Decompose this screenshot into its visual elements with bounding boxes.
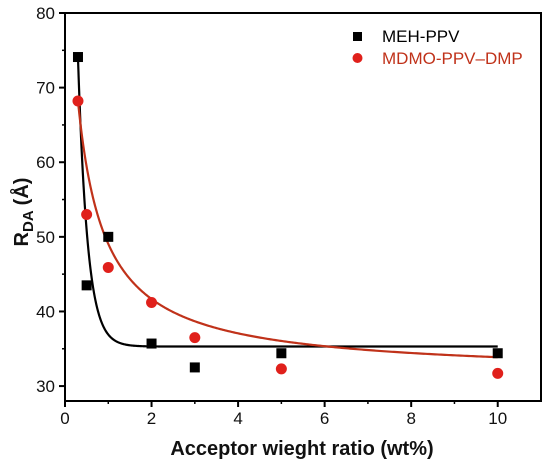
y-tick-label: 30 [36, 377, 55, 396]
data-point-meh-ppv [103, 231, 114, 242]
x-tick-label: 6 [320, 409, 329, 428]
data-point-mdmo-ppv-dmp [275, 363, 287, 375]
x-tick-label: 10 [488, 409, 507, 428]
y-tick-label: 50 [36, 228, 55, 247]
data-point-mdmo-ppv-dmp [81, 208, 93, 220]
data-point-meh-ppv [492, 348, 503, 359]
y-axis-title: RDA (Å) [9, 178, 37, 247]
data-point-mdmo-ppv-dmp [492, 367, 504, 379]
x-tick-label: 8 [406, 409, 415, 428]
y-axis-title-main: R [11, 231, 33, 246]
data-point-mdmo-ppv-dmp [72, 95, 84, 107]
fit-line-mdmo-ppv-dmp [76, 100, 498, 359]
legend-label-meh-ppv: MEH-PPV [382, 27, 460, 46]
legend-marker-meh-ppv [353, 32, 362, 41]
data-point-meh-ppv [146, 338, 157, 349]
data-point-meh-ppv [189, 362, 200, 373]
y-tick-label: 70 [36, 79, 55, 98]
y-tick-label: 60 [36, 153, 55, 172]
x-axis-title: Acceptor wieght ratio (wt%) [170, 438, 433, 460]
y-axis-title-unit: (Å) [9, 178, 33, 206]
plot-frame [64, 12, 542, 402]
y-tick-label: 80 [36, 4, 55, 23]
data-point-mdmo-ppv-dmp [102, 261, 114, 273]
data-point-meh-ppv [72, 52, 83, 63]
legend-label-mdmo-ppv-dmp: MDMO-PPV–DMP [382, 49, 523, 68]
legend: MEH-PPV MDMO-PPV–DMP [352, 27, 523, 68]
data-point-mdmo-ppv-dmp [146, 297, 158, 309]
data-point-meh-ppv [81, 280, 92, 291]
legend-marker-mdmo-ppv-dmp [352, 53, 363, 63]
y-axis-title-subscript: DA [20, 210, 37, 232]
x-tick-label: 0 [60, 409, 69, 428]
y-tick-label: 40 [36, 302, 55, 321]
data-point-meh-ppv [276, 348, 287, 359]
fit-line-meh-ppv [76, 57, 498, 348]
x-tick-label: 4 [233, 409, 242, 428]
data-point-mdmo-ppv-dmp [189, 332, 201, 344]
axes: 0 2 4 6 8 10 30 40 50 60 70 80 [36, 4, 542, 428]
data-marks [72, 52, 504, 379]
fit-lines [76, 57, 498, 359]
x-tick-label: 2 [147, 409, 156, 428]
